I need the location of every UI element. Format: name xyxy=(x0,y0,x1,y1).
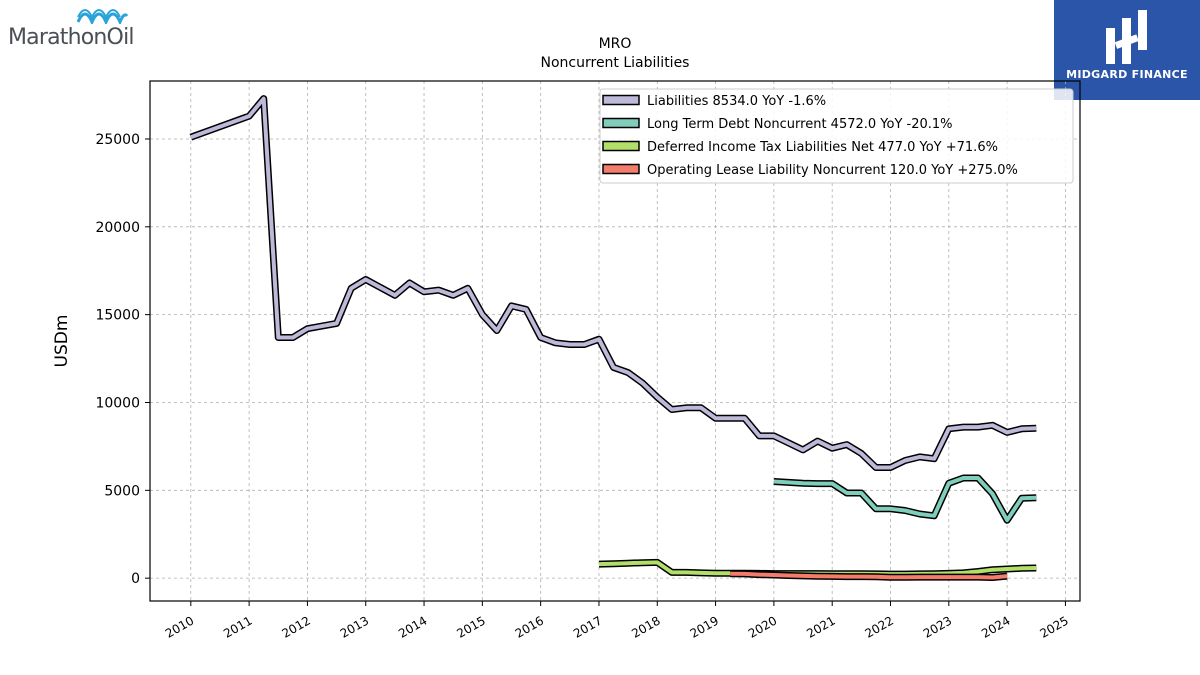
y-tick-label: 10000 xyxy=(95,395,140,411)
y-axis-label: USDm xyxy=(52,315,72,368)
legend: Liabilities 8534.0 YoY -1.6% Long Term De… xyxy=(599,88,1074,184)
y-tick-label: 15000 xyxy=(95,308,140,324)
legend-swatch xyxy=(602,94,640,106)
company-logo-text: MarathonOil xyxy=(8,25,135,50)
midgard-finance-badge: MIDGARD FINANCE xyxy=(1054,0,1200,100)
x-tick-label: 2016 xyxy=(513,613,546,640)
y-tick-label: 0 xyxy=(131,571,140,587)
legend-swatch xyxy=(602,140,640,152)
legend-entry: Long Term Debt Noncurrent 4572.0 YoY -20… xyxy=(647,117,953,132)
x-tick-label: 2011 xyxy=(221,613,254,640)
legend-entry: Deferred Income Tax Liabilities Net 477.… xyxy=(647,140,998,155)
legend-entry: Operating Lease Liability Noncurrent 120… xyxy=(647,163,1018,178)
x-tick-label: 2017 xyxy=(571,613,604,640)
x-tick-label: 2012 xyxy=(279,613,312,640)
x-tick-label: 2018 xyxy=(629,613,662,640)
plot-frame xyxy=(149,80,1081,602)
x-tick-label: 2021 xyxy=(804,613,837,640)
series-line-4 xyxy=(730,571,1008,580)
x-tick-label: 2020 xyxy=(746,613,779,640)
x-tick-label: 2025 xyxy=(1037,613,1070,640)
legend-swatch xyxy=(602,163,640,175)
x-tick-label: 2015 xyxy=(454,613,487,640)
chart-subtitle: Noncurrent Liabilities xyxy=(541,55,690,71)
x-tick-label: 2023 xyxy=(921,613,954,640)
partner-label: MIDGARD FINANCE xyxy=(1066,68,1188,81)
x-tick-label: 2013 xyxy=(338,613,371,640)
y-tick-label: 5000 xyxy=(104,483,140,499)
series-layer xyxy=(189,95,1037,581)
legend-entry: Liabilities 8534.0 YoY -1.6% xyxy=(647,94,826,109)
y-tick-label: 20000 xyxy=(95,220,140,236)
legend-swatch xyxy=(602,117,640,129)
x-tick-label: 2010 xyxy=(163,613,196,640)
x-tick-label: 2022 xyxy=(863,613,896,640)
y-tick-label: 25000 xyxy=(95,132,140,148)
midgard-finance-mark-icon xyxy=(1106,10,1147,64)
marathon-wave-icon xyxy=(76,9,128,24)
x-tick-label: 2024 xyxy=(979,613,1012,640)
x-tick-label: 2014 xyxy=(396,613,429,640)
legend-box xyxy=(599,88,1074,184)
series-line-1 xyxy=(190,96,1037,470)
x-tick-label: 2019 xyxy=(688,613,721,640)
marathon-oil-logo: MarathonOil xyxy=(6,8,156,53)
axis-ticks: 2010 2011 2012 2013 2014 2015 2016 2017 2018 2019… xyxy=(95,132,1070,641)
series-line-2 xyxy=(773,476,1037,523)
chart-title: MRO xyxy=(599,36,632,52)
